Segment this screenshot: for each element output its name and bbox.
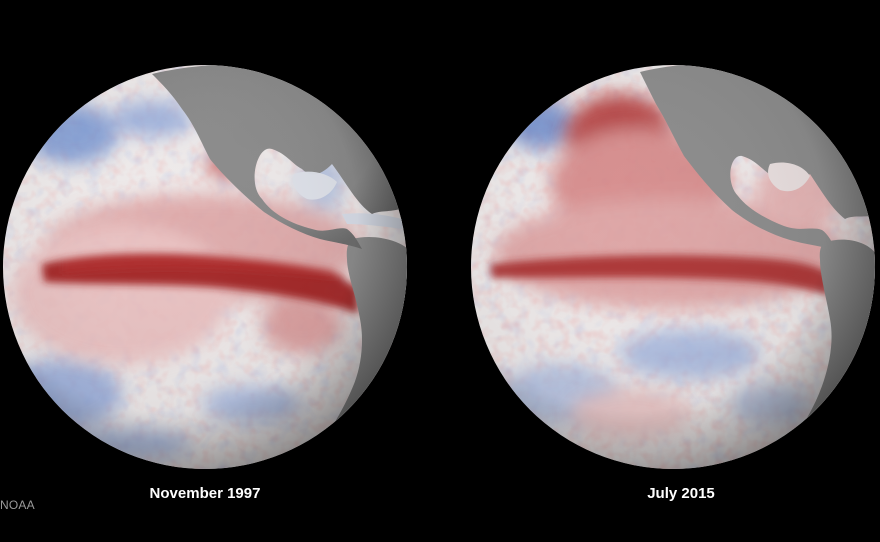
globe-november-1997: [2, 64, 408, 470]
caption-july-2015: July 2015: [647, 485, 715, 502]
globe-july-2015: [470, 64, 876, 470]
caption-november-1997: November 1997: [149, 485, 261, 502]
credit-noaa: NOAA: [0, 498, 35, 512]
